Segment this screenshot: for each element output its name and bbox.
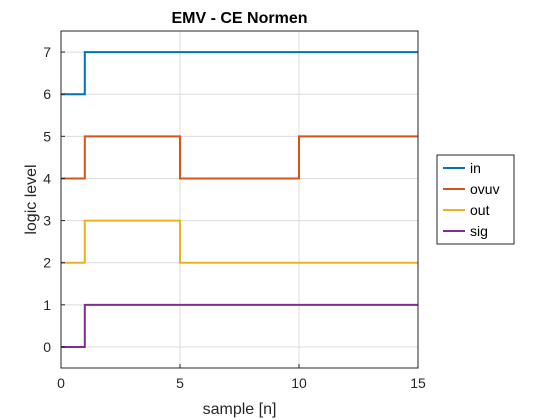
plot-frame	[60, 30, 419, 369]
y-tick-label: 3	[43, 213, 51, 229]
y-tick-label: 1	[43, 297, 51, 313]
y-axis-label: logic level	[23, 164, 40, 234]
y-ticks: 0 1 2 3 4 5 6 7	[43, 44, 65, 355]
series-line-out	[61, 219, 418, 264]
legend-label-sig: sig	[470, 223, 488, 239]
x-tick-label: 10	[291, 375, 307, 391]
y-tick-label: 6	[43, 86, 51, 102]
y-tick-label: 2	[43, 255, 51, 271]
chart-title: EMV - CE Normen	[171, 10, 307, 27]
x-tick-label: 0	[57, 375, 65, 391]
legend-box	[436, 154, 515, 245]
x-ticks: 0 5 10 15	[57, 364, 426, 391]
legend-label-out: out	[470, 202, 490, 218]
y-tick-label: 0	[43, 339, 51, 355]
y-tick-label: 5	[43, 128, 51, 144]
x-tick-label: 15	[410, 375, 426, 391]
plot-area	[61, 31, 418, 368]
legend-label-in: in	[470, 160, 481, 176]
y-tick-label: 7	[43, 44, 51, 60]
x-axis-label: sample [n]	[203, 401, 277, 418]
legend: in ovuv out sig	[436, 154, 515, 245]
series-layer	[61, 51, 418, 348]
x-tick-label: 5	[176, 375, 184, 391]
series-line-ovuv	[61, 135, 418, 180]
legend-label-ovuv: ovuv	[470, 181, 500, 197]
y-tick-label: 4	[43, 170, 51, 186]
series-line-sig	[61, 303, 418, 348]
series-line-in	[61, 51, 418, 96]
